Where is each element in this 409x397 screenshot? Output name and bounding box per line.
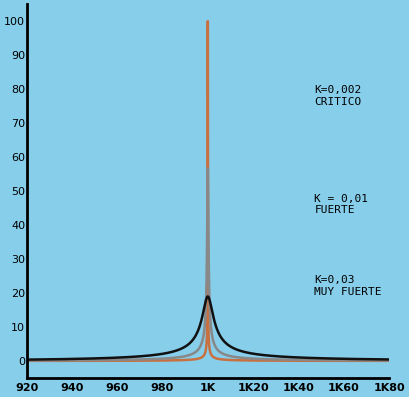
Text: K = 0,01
FUERTE: K = 0,01 FUERTE	[314, 194, 368, 216]
Text: K=0,03
MUY FUERTE: K=0,03 MUY FUERTE	[314, 276, 382, 297]
Text: K=0,002
CRITICO: K=0,002 CRITICO	[314, 85, 362, 107]
